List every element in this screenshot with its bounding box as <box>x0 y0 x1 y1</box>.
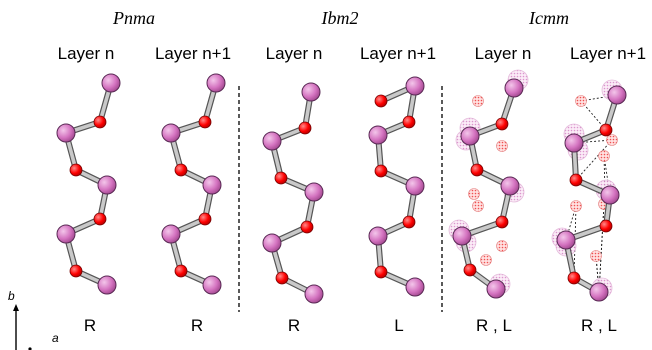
metal-atom <box>556 230 576 250</box>
group-title-ibm2: Ibm2 <box>321 8 359 28</box>
metal-atom <box>600 185 620 205</box>
chirality-label: R <box>191 316 203 335</box>
column-header: Layer n+1 <box>570 44 646 63</box>
oxygen-atom <box>300 220 314 234</box>
oxygen-atom <box>495 117 509 131</box>
chirality-label: R , L <box>581 316 617 335</box>
metal-atom <box>368 125 388 145</box>
oxygen-atom <box>274 171 288 185</box>
chirality-label: L <box>394 316 403 335</box>
column-header: Layer n <box>475 44 532 63</box>
oxygen-atom <box>374 265 388 279</box>
column-header: Layer n <box>266 44 323 63</box>
metal-atom <box>262 233 282 253</box>
oxygen-atom <box>198 115 212 129</box>
metal-atom <box>161 224 181 244</box>
oxygen-atom <box>69 163 83 177</box>
group-title-icmm: Icmm <box>528 8 569 28</box>
metal-atom <box>206 73 226 93</box>
disordered-oxygen-atom <box>496 140 508 152</box>
chirality-label: R <box>288 316 300 335</box>
metal-atom <box>97 275 117 295</box>
metal-atom <box>405 176 425 196</box>
oxygen-atom <box>569 173 583 187</box>
axis-label-a: a <box>52 331 59 345</box>
atom-chains <box>56 69 627 304</box>
metal-atom <box>460 126 480 146</box>
metal-atom <box>262 131 282 151</box>
oxygen-atom <box>69 264 83 278</box>
metal-atom <box>405 277 425 297</box>
column-header: Layer n <box>58 44 115 63</box>
disordered-oxygen-atom <box>472 95 484 107</box>
axis-a-out-of-plane-marker <box>28 347 32 350</box>
metal-atom <box>202 175 222 195</box>
oxygen-atom <box>402 215 416 229</box>
disordered-oxygen-atom <box>590 250 602 262</box>
disordered-oxygen-atom <box>606 134 618 146</box>
oxygen-atom <box>599 219 613 233</box>
metal-atom <box>486 279 506 299</box>
group-title-pnma: Pnma <box>112 8 155 28</box>
oxygen-atom <box>174 264 188 278</box>
oxygen-atom <box>495 215 509 229</box>
dashed-bond <box>598 203 605 293</box>
metal-atom <box>161 123 181 143</box>
column-header: Layer n+1 <box>360 44 436 63</box>
metal-atom <box>368 226 388 246</box>
dashed-bond <box>575 139 613 181</box>
metal-atom <box>97 175 117 195</box>
oxygen-atom <box>402 115 416 129</box>
disordered-oxygen-atom <box>496 240 508 252</box>
metal-atom <box>304 284 324 304</box>
metal-atom <box>589 282 609 302</box>
oxygen-atom <box>599 123 613 137</box>
disordered-oxygen-atom <box>575 95 587 107</box>
chirality-label: R , L <box>476 316 512 335</box>
chirality-label: R <box>84 316 96 335</box>
metal-atom <box>101 73 121 93</box>
oxygen-atom <box>93 212 107 226</box>
metal-atom <box>500 176 520 196</box>
oxygen-atom <box>93 115 107 129</box>
metal-atom <box>607 85 627 105</box>
axis-label-b: b <box>8 289 15 303</box>
oxygen-atom <box>470 163 484 177</box>
metal-atom <box>56 224 76 244</box>
oxygen-atom <box>174 163 188 177</box>
metal-atom <box>304 182 324 202</box>
metal-atom <box>56 123 76 143</box>
oxygen-atom <box>374 164 388 178</box>
metal-atom <box>301 82 321 102</box>
metal-atom <box>564 133 584 153</box>
metal-atom <box>405 76 425 96</box>
metal-atom <box>452 226 472 246</box>
oxygen-atom <box>275 271 289 285</box>
oxygen-atom <box>567 271 581 285</box>
disordered-oxygen-atom <box>598 150 610 162</box>
oxygen-atom <box>374 94 388 108</box>
oxygen-atom <box>298 121 312 135</box>
disordered-oxygen-atom <box>480 254 492 266</box>
disordered-oxygen-atom <box>570 200 582 212</box>
disordered-oxygen-atom <box>468 188 480 200</box>
column-header: Layer n+1 <box>155 44 231 63</box>
metal-atom <box>504 78 524 98</box>
oxygen-atom <box>463 263 477 277</box>
metal-atom <box>202 275 222 295</box>
oxygen-atom <box>198 212 212 226</box>
disordered-oxygen-atom <box>472 200 484 212</box>
axis-b-arrowhead <box>13 304 19 311</box>
